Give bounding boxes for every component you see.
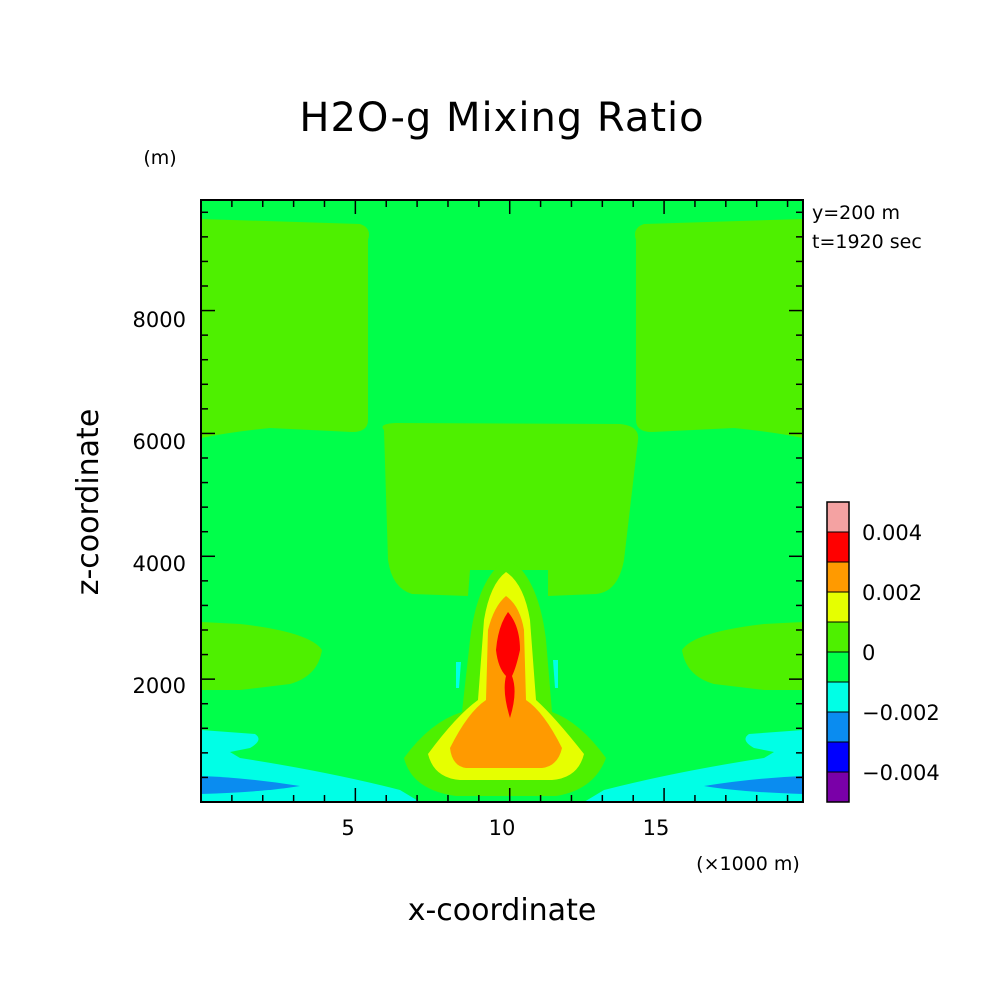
field-neg-streak-left bbox=[456, 662, 461, 688]
plume-level-3 bbox=[496, 612, 520, 718]
x-tick-label-10: 10 bbox=[489, 816, 516, 840]
colorbar-label-0.004: 0.004 bbox=[862, 521, 922, 545]
field-pos-left-lobe bbox=[201, 622, 322, 690]
plot-area bbox=[201, 200, 803, 802]
colorbar-swatch bbox=[826, 531, 850, 563]
annotation-t: t=1920 sec bbox=[812, 231, 922, 253]
field-neg-streak-right bbox=[553, 660, 558, 688]
field-pos-upper-left bbox=[201, 219, 369, 438]
y-tick-label-6000: 6000 bbox=[133, 430, 186, 454]
x-axis-label: x-coordinate bbox=[408, 893, 597, 928]
colorbar-swatch bbox=[826, 591, 850, 623]
field-neg2-bottom-left bbox=[201, 776, 300, 794]
y-axis-label: z-coordinate bbox=[71, 409, 106, 596]
y-tick-label-8000: 8000 bbox=[133, 308, 186, 332]
chart-title: H2O-g Mixing Ratio bbox=[299, 95, 704, 141]
colorbar-swatch bbox=[826, 651, 850, 683]
colorbar-swatch bbox=[826, 711, 850, 743]
colorbar-label-neg0.004: −0.004 bbox=[862, 761, 940, 785]
colorbar-label-0.002: 0.002 bbox=[862, 581, 922, 605]
colorbar bbox=[826, 501, 850, 803]
colorbar-swatch bbox=[826, 741, 850, 773]
colorbar-swatch bbox=[826, 621, 850, 653]
y-tick-label-4000: 4000 bbox=[133, 552, 186, 576]
colorbar-swatch bbox=[826, 561, 850, 593]
colorbar-swatch bbox=[826, 771, 850, 803]
field-pos-upper-right bbox=[635, 219, 803, 438]
x-unit-label: (×1000 m) bbox=[696, 853, 800, 875]
annotation-y: y=200 m bbox=[812, 202, 900, 224]
colorbar-label-0: 0 bbox=[862, 641, 875, 665]
plot-frame bbox=[200, 199, 804, 803]
axis-ticks bbox=[201, 200, 803, 802]
y-unit-label: (m) bbox=[143, 147, 176, 169]
x-tick-label-5: 5 bbox=[341, 816, 354, 840]
x-tick-label-15: 15 bbox=[643, 816, 670, 840]
colorbar-label-neg0.002: −0.002 bbox=[862, 701, 940, 725]
field-neg2-bottom-right bbox=[704, 776, 803, 794]
colorbar-swatch bbox=[826, 681, 850, 713]
field-pos-right-lobe bbox=[682, 622, 803, 690]
colorbar-swatch bbox=[826, 501, 850, 533]
y-tick-label-2000: 2000 bbox=[133, 674, 186, 698]
colorbar-frame bbox=[826, 501, 850, 803]
field-pos-mid bbox=[382, 423, 639, 596]
